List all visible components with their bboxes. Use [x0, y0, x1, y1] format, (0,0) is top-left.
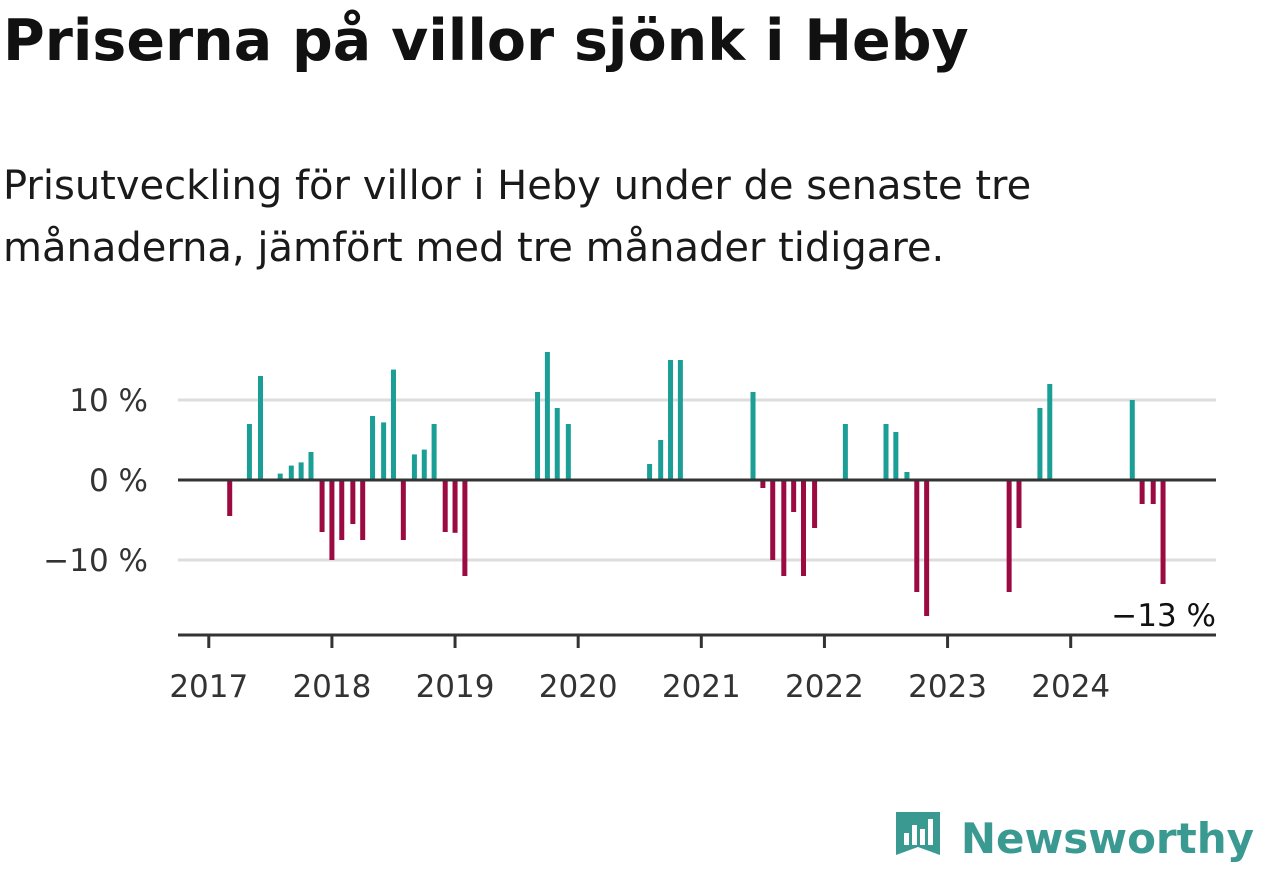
bar-negative [227, 480, 233, 516]
bar-positive [668, 360, 674, 480]
y-tick-label: 0 % [89, 463, 148, 499]
bar-negative [442, 480, 448, 532]
bar-positive [308, 452, 314, 480]
x-tick-label: 2022 [785, 669, 864, 705]
bar-negative [924, 480, 930, 616]
bar-negative [462, 480, 468, 576]
bar-positive [411, 454, 417, 480]
brand-name: Newsworthy [960, 813, 1254, 863]
bar-negative [1139, 480, 1145, 504]
bar-positive [677, 360, 683, 480]
bar-negative [452, 480, 458, 533]
bar-positive [381, 422, 387, 480]
bar-negative [319, 480, 325, 532]
page-title: Priserna på villor sjönk i Heby [3, 8, 969, 74]
grid-layer [178, 398, 1216, 562]
bar-positive [565, 424, 571, 480]
x-tick-label: 2023 [908, 669, 987, 705]
bar-positive [431, 424, 437, 480]
bar-negative [781, 480, 787, 576]
bar-negative [400, 480, 406, 540]
bar-positive [1129, 400, 1135, 480]
last-value-label: −13 % [1111, 598, 1216, 634]
bar-negative [1006, 480, 1012, 592]
bar-negative [350, 480, 356, 524]
bars-layer [227, 352, 1166, 616]
bar-positive [421, 449, 427, 480]
axis-layer: 10 % 0 % −10 % 2017 2018 2019 2020 2021 2022 2023… [43, 383, 1216, 705]
bar-negative [329, 480, 335, 560]
chart-subtitle: Prisutveckling för villor i Heby under d… [3, 163, 1032, 271]
x-tick-label: 2020 [539, 669, 618, 705]
bar-positive [1047, 384, 1053, 480]
bar-negative [812, 480, 818, 528]
bar-positive [257, 376, 263, 480]
bar-positive [842, 424, 848, 480]
bar-positive [554, 408, 560, 480]
bar-positive [246, 424, 252, 480]
bar-positive [658, 440, 664, 480]
bar-chart-bookmark-icon [895, 812, 940, 855]
bar-positive [298, 462, 304, 480]
bar-negative [1160, 480, 1166, 584]
bar-positive [535, 392, 541, 480]
bar-positive [277, 473, 283, 480]
x-tick-label: 2017 [169, 669, 248, 705]
x-tick-label: 2018 [292, 669, 371, 705]
bar-positive [904, 472, 910, 480]
bar-positive [883, 424, 889, 480]
bar-positive [370, 416, 376, 480]
y-tick-label: 10 % [69, 383, 148, 419]
bar-negative [791, 480, 797, 512]
bar-positive [390, 369, 396, 480]
bar-positive [750, 392, 756, 480]
x-tick-label: 2021 [662, 669, 741, 705]
bar-negative [339, 480, 345, 540]
bar-positive [544, 352, 550, 480]
bar-positive [647, 464, 653, 480]
x-tick-label: 2024 [1031, 669, 1110, 705]
newsworthy-brand: Newsworthy [893, 809, 1254, 867]
bar-negative [770, 480, 776, 560]
bar-negative [760, 480, 766, 488]
bar-positive [1037, 408, 1043, 480]
bar-negative [801, 480, 807, 576]
price-change-bar-chart: 10 % 0 % −10 % 2017 2018 2019 2020 2021 2022 2023… [43, 352, 1216, 705]
bar-negative [1016, 480, 1022, 528]
x-tick-label: 2019 [416, 669, 495, 705]
bar-positive [288, 465, 294, 480]
bar-negative [1150, 480, 1156, 504]
y-tick-label: −10 % [43, 543, 148, 579]
bar-negative [914, 480, 920, 592]
bar-positive [893, 432, 899, 480]
bar-negative [360, 480, 366, 540]
